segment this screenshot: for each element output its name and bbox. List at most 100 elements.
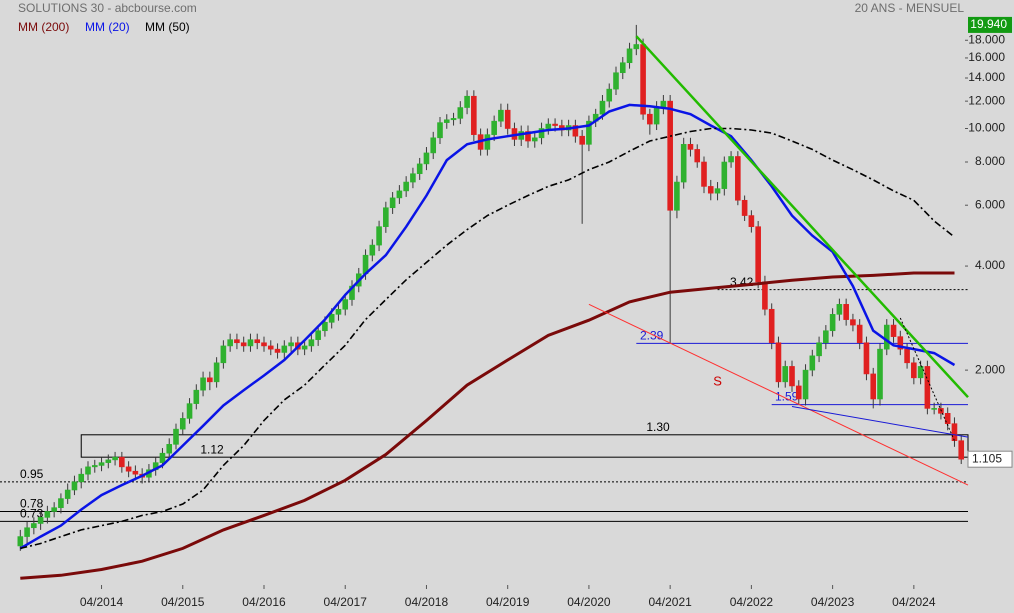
- candle-body: [281, 345, 288, 353]
- candle-body: [877, 348, 883, 400]
- candle-body: [789, 366, 795, 387]
- candle-body: [301, 345, 308, 350]
- candle-body: [843, 304, 849, 320]
- candle-body: [267, 345, 274, 350]
- candle-body: [897, 336, 904, 350]
- x-tick-label: 04/2016: [242, 595, 286, 609]
- candle-body: [51, 507, 57, 512]
- candle-body: [802, 369, 809, 400]
- candle-body: [193, 389, 200, 404]
- candle-body: [288, 342, 294, 347]
- candle-body: [91, 465, 98, 468]
- candle-body: [179, 418, 186, 430]
- candle-body: [707, 186, 714, 194]
- candle-body: [58, 498, 64, 508]
- candle-body: [768, 308, 775, 344]
- candle-body: [471, 95, 477, 135]
- candle-body: [748, 215, 755, 227]
- candle-body: [619, 62, 626, 74]
- candle-body: [200, 377, 206, 391]
- candle-body: [917, 366, 924, 379]
- candle-body: [396, 190, 403, 199]
- level-label: 1.59: [775, 390, 799, 404]
- candle-body: [342, 299, 349, 310]
- y-tick-label: 16.000: [968, 50, 1005, 64]
- candle-body: [640, 44, 646, 115]
- y-tick-label: 14.000: [968, 70, 1005, 84]
- candle-body: [931, 408, 937, 410]
- candle-body: [450, 118, 457, 121]
- x-tick-label: 04/2022: [730, 595, 774, 609]
- candle-body: [552, 123, 558, 126]
- level-label: 0.73: [20, 507, 44, 521]
- candle-body: [234, 339, 240, 344]
- candle-body: [416, 163, 423, 175]
- candle-body: [741, 199, 748, 216]
- candle-body: [647, 113, 653, 125]
- candle-body: [498, 109, 504, 122]
- x-tick-label: 04/2024: [892, 595, 936, 609]
- candle-body: [491, 120, 497, 135]
- candle-body: [220, 345, 227, 364]
- high-marker-label: 19.940: [970, 17, 1007, 31]
- x-tick-label: 04/2017: [324, 595, 368, 609]
- candle-body: [274, 348, 281, 353]
- candle-body: [37, 517, 44, 524]
- candle-body: [504, 109, 511, 129]
- candle-body: [254, 339, 261, 344]
- candle-body: [782, 366, 789, 383]
- candle-body: [112, 456, 118, 461]
- candle-body: [464, 95, 470, 108]
- candle-body: [410, 173, 416, 183]
- candle-body: [98, 462, 105, 466]
- candle-body: [904, 348, 910, 364]
- level-label: 0.95: [20, 467, 44, 481]
- candle-body: [870, 373, 877, 400]
- candle-body: [850, 319, 856, 326]
- candle-body: [775, 342, 782, 383]
- y-tick-label: 6.000: [975, 197, 1005, 211]
- x-tick-label: 04/2014: [80, 595, 124, 609]
- zone-box: [80, 434, 969, 458]
- candle-body: [538, 128, 545, 139]
- zone-label: 1.12: [200, 442, 224, 456]
- candle-body: [403, 181, 409, 192]
- candle-body: [714, 188, 721, 194]
- moving-average: [20, 271, 955, 580]
- candle-body: [958, 440, 965, 460]
- chart-subtitle: 20 ANS - MENSUEL: [855, 1, 965, 15]
- candle-body: [389, 197, 396, 209]
- candle-body: [383, 207, 389, 227]
- candle-body: [247, 339, 254, 347]
- candle-body: [721, 161, 728, 189]
- y-tick-label: 4.000: [975, 258, 1005, 272]
- candle-body: [31, 523, 37, 529]
- candle-body: [545, 123, 552, 129]
- candle-body: [911, 362, 917, 379]
- candle-body: [823, 330, 829, 344]
- candle-body: [308, 339, 315, 347]
- candle-body: [71, 481, 78, 491]
- candle-body: [17, 536, 24, 547]
- annotation: S: [713, 373, 722, 388]
- candle-body: [64, 489, 71, 499]
- candle-body: [735, 156, 741, 201]
- candle-body: [795, 385, 802, 400]
- candle-body: [701, 161, 707, 187]
- legend-entry: MM (20): [85, 20, 130, 34]
- candle-body: [599, 100, 606, 115]
- x-tick-label: 04/2019: [486, 595, 530, 609]
- candle-body: [606, 88, 613, 102]
- candle-body: [166, 444, 173, 454]
- candle-body: [85, 466, 91, 475]
- x-tick-label: 04/2020: [567, 595, 611, 609]
- last-marker: [967, 450, 1013, 468]
- candle-body: [240, 342, 247, 347]
- candle-body: [829, 314, 836, 332]
- x-tick-label: 04/2021: [648, 595, 692, 609]
- candle-body: [525, 131, 531, 142]
- candle-body: [322, 322, 328, 332]
- candle-body: [809, 355, 816, 371]
- candle-body: [78, 473, 85, 483]
